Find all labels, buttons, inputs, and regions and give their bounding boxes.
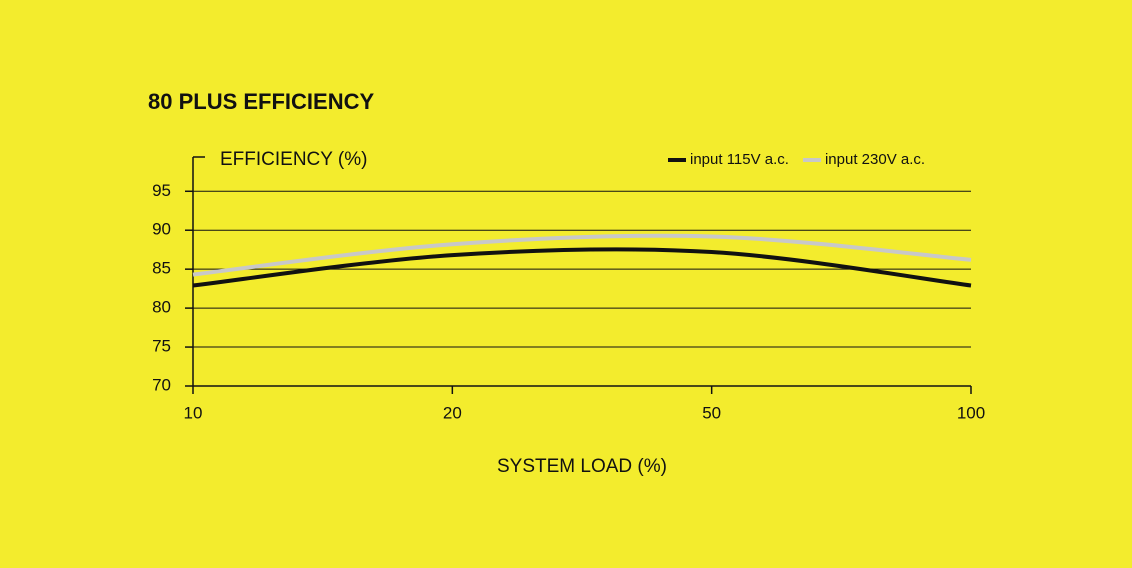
y-tick-label: 70 (152, 375, 171, 394)
series-line (192, 233, 972, 277)
chart-title: 80 PLUS EFFICIENCY (148, 89, 374, 114)
x-tick-label: 100 (957, 403, 985, 422)
y-tick-label: 75 (152, 337, 171, 356)
legend-label: input 230V a.c. (825, 151, 925, 168)
y-tick-label: 90 (152, 220, 171, 239)
y-tick-label: 80 (152, 298, 171, 317)
series-line (192, 247, 972, 288)
legend-label: input 115V a.c. (690, 151, 789, 168)
x-axis-title: SYSTEM LOAD (%) (497, 456, 667, 477)
x-tick-label: 10 (184, 403, 203, 422)
x-tick-label: 50 (702, 403, 721, 422)
x-tick-label: 20 (443, 403, 462, 422)
y-axis-title: EFFICIENCY (%) (220, 149, 367, 170)
y-tick-label: 95 (152, 181, 171, 200)
y-tick-label: 85 (152, 259, 171, 278)
